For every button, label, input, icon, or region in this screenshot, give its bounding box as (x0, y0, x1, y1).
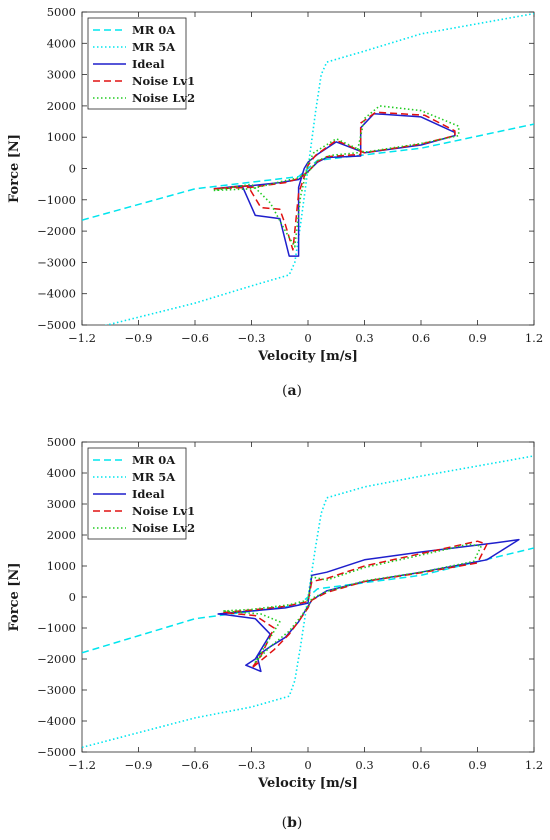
y-axis-label: Force [N] (7, 563, 22, 632)
y-tick-label: −5000 (37, 745, 76, 759)
y-tick-label: −1000 (37, 621, 76, 635)
x-tick-label: −1.2 (68, 758, 96, 772)
legend-entry: Noise Lv2 (132, 521, 195, 535)
series-line-noise-lv2 (213, 105, 460, 248)
series-line-mr-0a (82, 123, 534, 221)
x-tick-label: −0.3 (238, 331, 266, 345)
y-tick-label: −5000 (37, 318, 76, 332)
legend-entry: MR 0A (132, 453, 176, 467)
y-tick-label: −3000 (37, 255, 76, 269)
series-line-noise-lv2 (223, 543, 483, 663)
x-tick-label: 0.6 (412, 331, 430, 345)
x-tick-label: 1.2 (525, 758, 543, 772)
x-tick-label: 0.3 (355, 758, 373, 772)
y-tick-label: 4000 (47, 36, 76, 50)
y-tick-label: 3000 (47, 497, 76, 511)
y-axis-label: Force [N] (7, 134, 22, 203)
x-tick-label: −0.9 (125, 758, 153, 772)
legend-entry: MR 0A (132, 23, 176, 37)
panel-caption: (b) (282, 815, 303, 831)
y-tick-label: 5000 (47, 5, 76, 19)
series-line-noise-lv1 (213, 111, 456, 251)
chart-panel-a: −1.2 −0.9 −0.6 −0.3 0 0.3 0.6 0.9 1.2 −5000 −4000 −… (7, 5, 543, 399)
legend-entry: Ideal (132, 57, 165, 71)
series-group (82, 455, 534, 749)
x-tick-label: 0 (304, 758, 311, 772)
x-tick-label: −0.6 (181, 758, 209, 772)
y-tick-label: −2000 (37, 224, 76, 238)
y-tick-label: −4000 (37, 714, 76, 728)
x-tick-label: 0.6 (412, 758, 430, 772)
y-tick-label: −4000 (37, 287, 76, 301)
legend-entry: Noise Lv1 (132, 504, 195, 518)
y-tick-label: 0 (69, 590, 76, 604)
x-axis-label: Velocity [m/s] (257, 349, 358, 364)
y-tick-label: 0 (69, 162, 76, 176)
x-tick-label: −0.3 (238, 758, 266, 772)
y-tick-label: 1000 (47, 130, 76, 144)
y-tick-label: 3000 (47, 68, 76, 82)
y-tick-label: 4000 (47, 466, 76, 480)
legend-entry: MR 5A (132, 40, 176, 54)
y-tick-label: 2000 (47, 528, 76, 542)
chart-panel-b: −1.2 −0.9 −0.6 −0.3 0 0.3 0.6 0.9 1.2 −5000 −4000 −… (7, 435, 543, 831)
legend-entry: Noise Lv2 (132, 91, 195, 105)
legend-entry: MR 5A (132, 470, 176, 484)
x-tick-label: 0 (304, 331, 311, 345)
y-tick-label: 1000 (47, 559, 76, 573)
y-tick-label: 5000 (47, 435, 76, 449)
legend-entry: Ideal (132, 487, 165, 501)
y-tick-label: −2000 (37, 652, 76, 666)
x-tick-label: −1.2 (68, 331, 96, 345)
x-tick-label: −0.9 (125, 331, 153, 345)
x-tick-label: 0.9 (468, 331, 486, 345)
x-tick-label: 0.3 (355, 331, 373, 345)
x-tick-label: 1.2 (525, 331, 543, 345)
panel-caption: (a) (282, 383, 302, 399)
x-tick-label: 0.9 (468, 758, 486, 772)
legend-entry: Noise Lv1 (132, 74, 195, 88)
series-line-ideal (217, 538, 520, 673)
x-tick-label: −0.6 (181, 331, 209, 345)
series-line-ideal (213, 112, 456, 257)
series-group (82, 12, 534, 325)
y-tick-label: −3000 (37, 683, 76, 697)
y-tick-label: 2000 (47, 99, 76, 113)
y-tick-label: −1000 (37, 193, 76, 207)
x-axis-label: Velocity [m/s] (257, 776, 358, 791)
